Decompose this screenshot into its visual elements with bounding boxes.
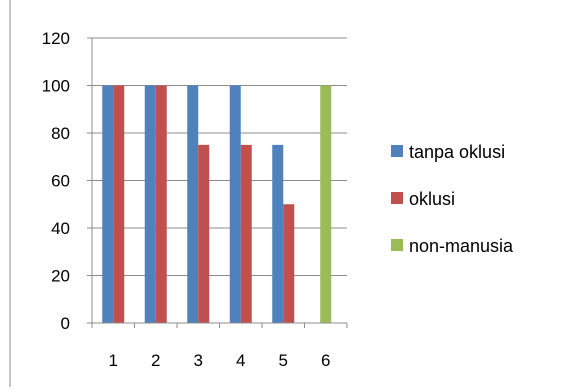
y-tick-label: 100 [42,77,70,96]
y-tick-label: 40 [51,219,70,238]
legend-label: non-manusia [409,236,514,256]
x-tick-labels: 1 2 3 4 5 6 [109,351,331,370]
bar [187,85,199,323]
bar [113,85,125,323]
bar [229,85,241,323]
bar [102,85,114,323]
bars [102,85,332,323]
y-tick-label: 120 [42,29,70,48]
x-tick-label: 5 [279,351,288,370]
bar [198,144,210,323]
y-tick-label: 60 [51,172,70,191]
y-tick-label: 80 [51,124,70,143]
legend: tanpa oklusi oklusi non-manusia [391,142,514,256]
gridlines [92,37,347,276]
y-tick-label: 20 [51,267,70,286]
legend-label: oklusi [409,189,455,209]
bar [144,85,156,323]
bar [155,85,167,323]
legend-swatch [391,145,403,157]
bar [283,204,295,323]
x-tick-label: 3 [194,351,203,370]
x-tick-label: 1 [109,351,118,370]
x-tick-label: 6 [321,351,330,370]
legend-swatch [391,239,403,251]
bar [320,85,332,323]
x-tick-label: 2 [151,351,160,370]
y-tick-label: 0 [61,314,70,333]
bar [272,144,284,323]
x-tick-label: 4 [236,351,245,370]
axes [87,37,348,328]
y-tick-labels: 0 20 40 60 80 100 120 [42,29,70,333]
bar [240,144,252,323]
legend-swatch [391,192,403,204]
legend-label: tanpa oklusi [409,142,505,162]
